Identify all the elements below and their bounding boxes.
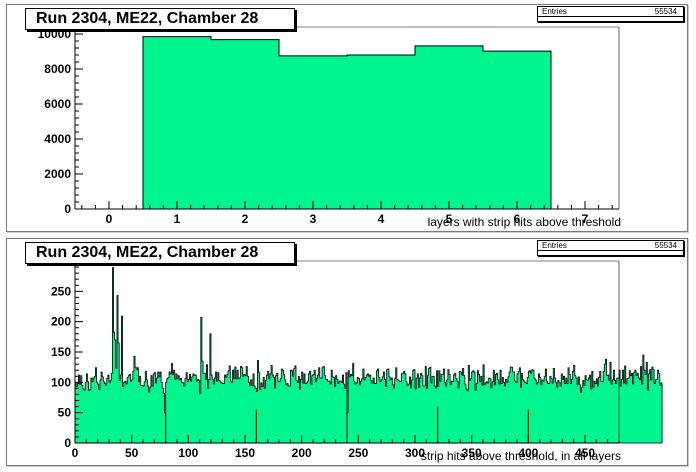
histogram-bar [483,51,551,210]
stats-entries-value: 55534 [654,241,677,250]
y-tick-label: 8000 [44,62,71,76]
x-tick-label: 100 [178,446,198,460]
histogram-bar [347,55,415,209]
x-tick-label: 7 [582,212,589,226]
stats-entries-value: 55534 [654,7,677,16]
y-tick-label: 50 [58,406,72,420]
stats-entries-label: Entries [542,7,567,16]
x-axis-label: layers with strip hits above threshold [428,215,621,229]
histogram-bar [211,39,279,209]
x-tick-label: 6 [514,212,521,226]
y-tick-label: 4000 [44,132,71,146]
y-tick-label: 0 [64,436,71,450]
x-tick-label: 3 [310,212,317,226]
histogram-panel-layers: 0 2000 4000 6000 8000 10000 0 1 2 3 4 5 6 7 layers wit… [6,4,688,232]
x-tick-label: 50 [125,446,139,460]
strip-hits-histogram-svg: 0501001502002503000501001502002503003504… [51,254,663,463]
histogram-bar [415,45,483,210]
y-tick-label: 150 [51,345,71,359]
stats-box: Entries 55534 [537,6,684,22]
chart-title: Run 2304, ME22, Chamber 28 [25,242,295,264]
x-axis-label: strip hits above threshold, in all layer… [421,449,621,463]
histogram-area [74,267,663,444]
x-tick-label: 2 [242,212,249,226]
x-tick-label: 150 [235,446,255,460]
stats-separator [538,16,683,17]
x-tick-label: 400 [518,446,538,460]
y-tick-label: 100 [51,375,71,389]
y-tick-label: 6000 [44,97,71,111]
x-tick-label: 1 [174,212,181,226]
x-tick-label: 250 [348,446,368,460]
histogram-panel-strip-hits: 0501001502002503000501001502002503003504… [6,238,688,466]
stats-box: Entries 55534 [537,240,684,256]
chart-title: Run 2304, ME22, Chamber 28 [25,8,295,30]
x-tick-label: 5 [446,212,453,226]
x-tick-label: 300 [405,446,425,460]
x-tick-label: 0 [72,446,79,460]
y-tick-label: 0 [64,202,71,216]
stats-separator [538,250,683,251]
x-tick-label: 0 [106,212,113,226]
histogram-outline [142,36,552,209]
x-tick-label: 350 [462,446,482,460]
histogram-bar [143,36,211,209]
y-tick-label: 10000 [38,27,72,41]
x-tick-label: 200 [292,446,312,460]
histogram-bar [279,55,347,209]
y-tick-label: 200 [51,315,71,329]
y-tick-label: 250 [51,284,71,298]
x-tick-label: 4 [378,212,385,226]
y-tick-label: 2000 [44,167,71,181]
stats-entries-label: Entries [542,241,567,250]
x-tick-label: 450 [575,446,595,460]
